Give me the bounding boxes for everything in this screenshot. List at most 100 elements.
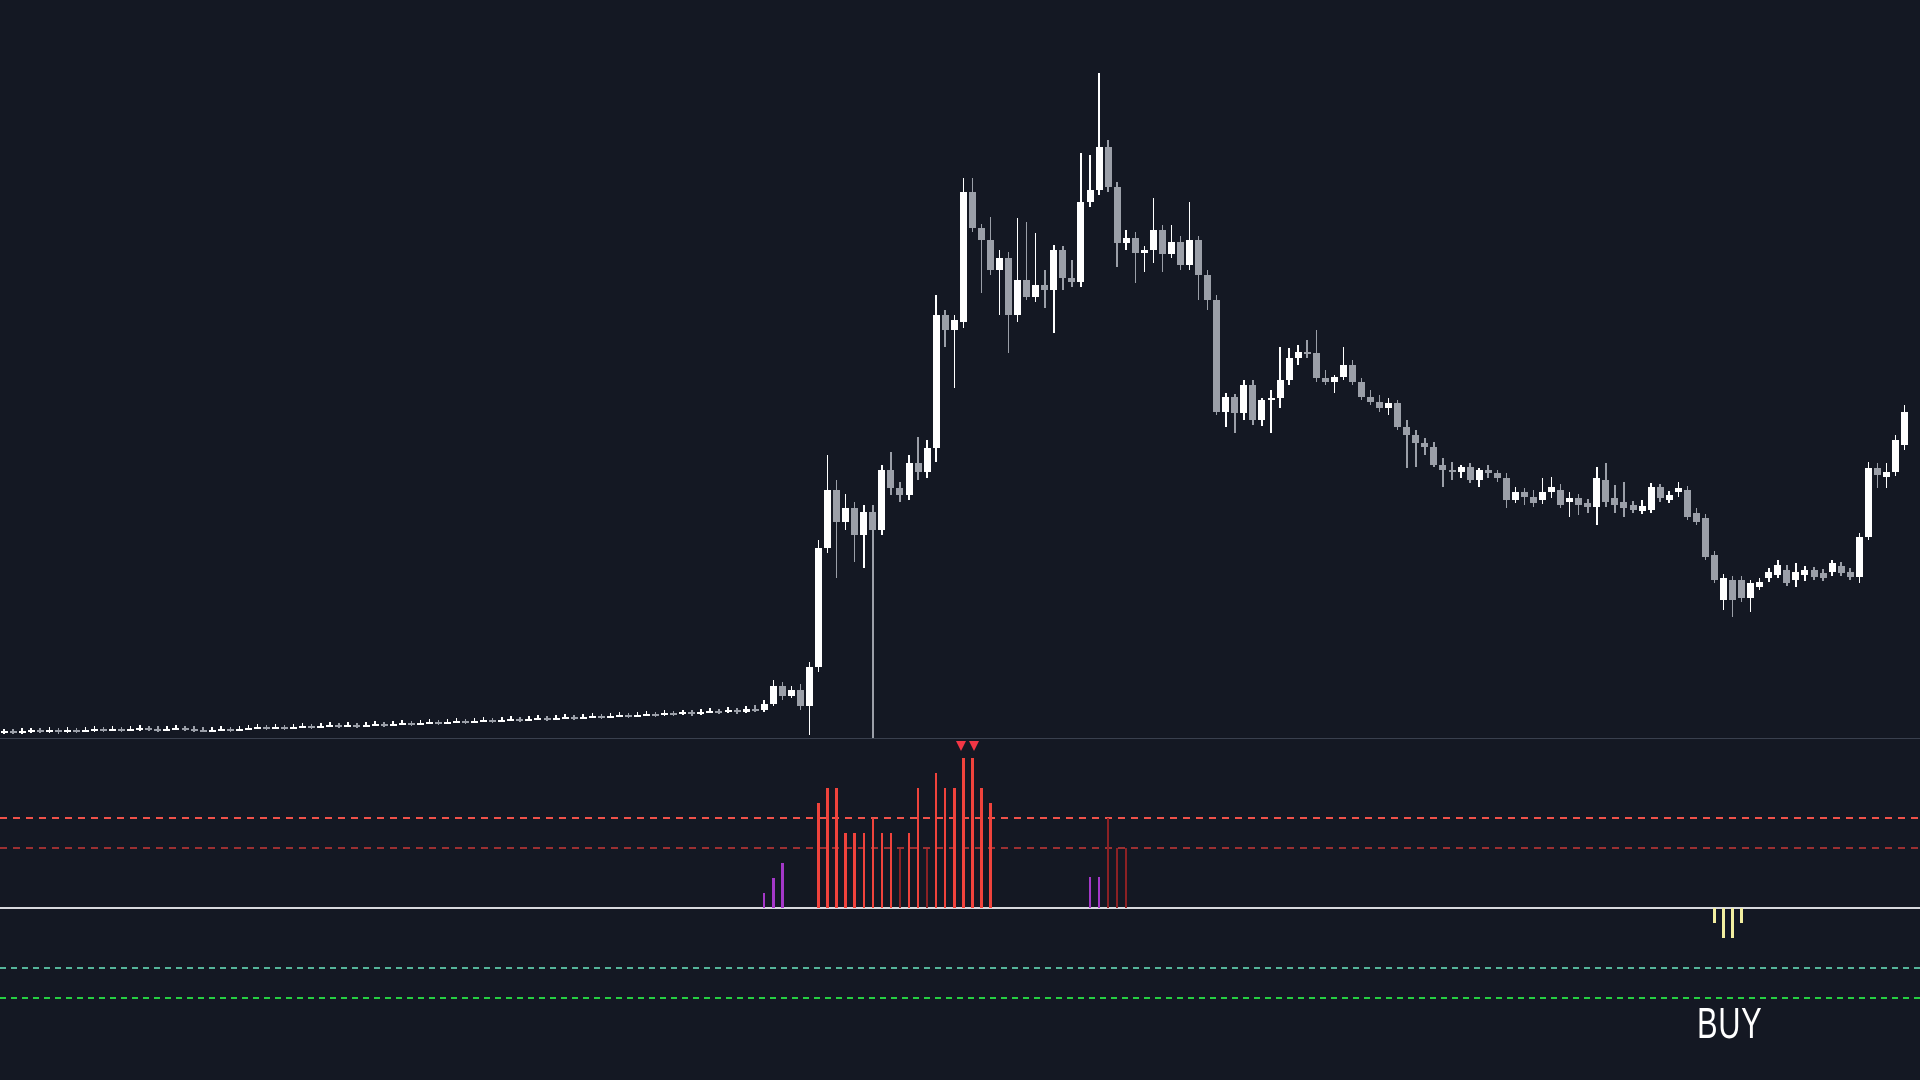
candle [1195, 240, 1203, 275]
candle [1484, 470, 1492, 473]
candle [425, 722, 433, 724]
candle-wick [175, 725, 177, 730]
candle [1855, 537, 1863, 577]
candle-wick [1406, 420, 1408, 468]
candle [507, 719, 515, 721]
candle [63, 730, 71, 732]
candle [145, 728, 153, 730]
candle-wick [111, 726, 114, 731]
histogram-bar [853, 833, 856, 908]
candle-wick [211, 727, 213, 732]
candle [36, 730, 44, 732]
candle [1321, 378, 1329, 382]
candle [353, 725, 361, 727]
candle-wick [1442, 458, 1444, 487]
histogram-bar [925, 849, 929, 908]
candle [778, 686, 786, 696]
candle [986, 240, 994, 270]
candle [1891, 440, 1899, 472]
candle [805, 667, 813, 706]
candle [380, 724, 388, 726]
candle-wick [247, 725, 250, 730]
histogram-bar [1088, 877, 1092, 908]
candle [923, 448, 931, 472]
histogram-bar [817, 803, 820, 908]
candle [1376, 402, 1384, 408]
candle [679, 712, 687, 714]
candle [561, 717, 569, 719]
candle-wick [1134, 232, 1136, 283]
histogram-bar [934, 773, 938, 908]
candle [1647, 487, 1655, 510]
candle [1792, 572, 1800, 580]
candle [217, 729, 225, 731]
candle [1213, 300, 1221, 412]
candle [226, 729, 234, 731]
candle [1140, 250, 1148, 253]
candle [1539, 492, 1546, 500]
candle [172, 728, 180, 730]
candle [597, 716, 605, 718]
candle [1593, 478, 1601, 507]
histogram-bar [916, 788, 920, 908]
candle [1348, 365, 1356, 382]
candle [1086, 190, 1094, 202]
candle-wick [555, 715, 557, 720]
candle-wick [1034, 233, 1037, 302]
histogram-bar [1722, 908, 1725, 938]
candle [272, 727, 279, 729]
candle [344, 725, 352, 727]
candle [281, 727, 289, 729]
candle-wick [1279, 347, 1281, 408]
candle [1177, 242, 1184, 265]
candle [615, 715, 623, 717]
candle [1032, 285, 1040, 297]
candle [1385, 403, 1393, 408]
candle [1837, 566, 1845, 573]
candle [1665, 495, 1673, 500]
candle [1312, 353, 1320, 378]
candle [389, 724, 397, 726]
candle-wick [1071, 260, 1073, 287]
candle [0, 731, 8, 733]
candle [1656, 487, 1664, 498]
candle [434, 722, 442, 724]
candle-wick [645, 711, 648, 716]
candle [824, 490, 832, 548]
price-pane[interactable] [0, 0, 1920, 739]
candle [1294, 352, 1302, 358]
sell-signal-icon [956, 741, 966, 751]
candle [54, 730, 62, 732]
candle [1158, 230, 1166, 254]
candle [1330, 377, 1338, 382]
candle [462, 721, 470, 723]
candle-wick [392, 721, 394, 726]
candle [833, 490, 841, 522]
candle-wick [917, 437, 919, 480]
candle [45, 730, 53, 732]
candle [1059, 250, 1067, 278]
candle-wick [1143, 246, 1146, 272]
candle [1131, 238, 1139, 253]
candle [1584, 503, 1592, 507]
candle [109, 729, 117, 731]
candle [869, 512, 877, 530]
candle [1747, 583, 1755, 598]
candle [1023, 280, 1031, 297]
candle [1629, 505, 1637, 510]
candle [1475, 470, 1483, 480]
candle [244, 728, 252, 730]
candle-wick [428, 719, 431, 724]
candle [1756, 582, 1764, 587]
candle [643, 714, 651, 716]
candle [570, 717, 578, 719]
candle-wick [419, 720, 422, 725]
candle [235, 729, 243, 731]
candle [1276, 380, 1284, 398]
candle [1575, 498, 1583, 505]
candle [851, 508, 859, 535]
candle [443, 722, 451, 724]
candle [208, 730, 216, 732]
